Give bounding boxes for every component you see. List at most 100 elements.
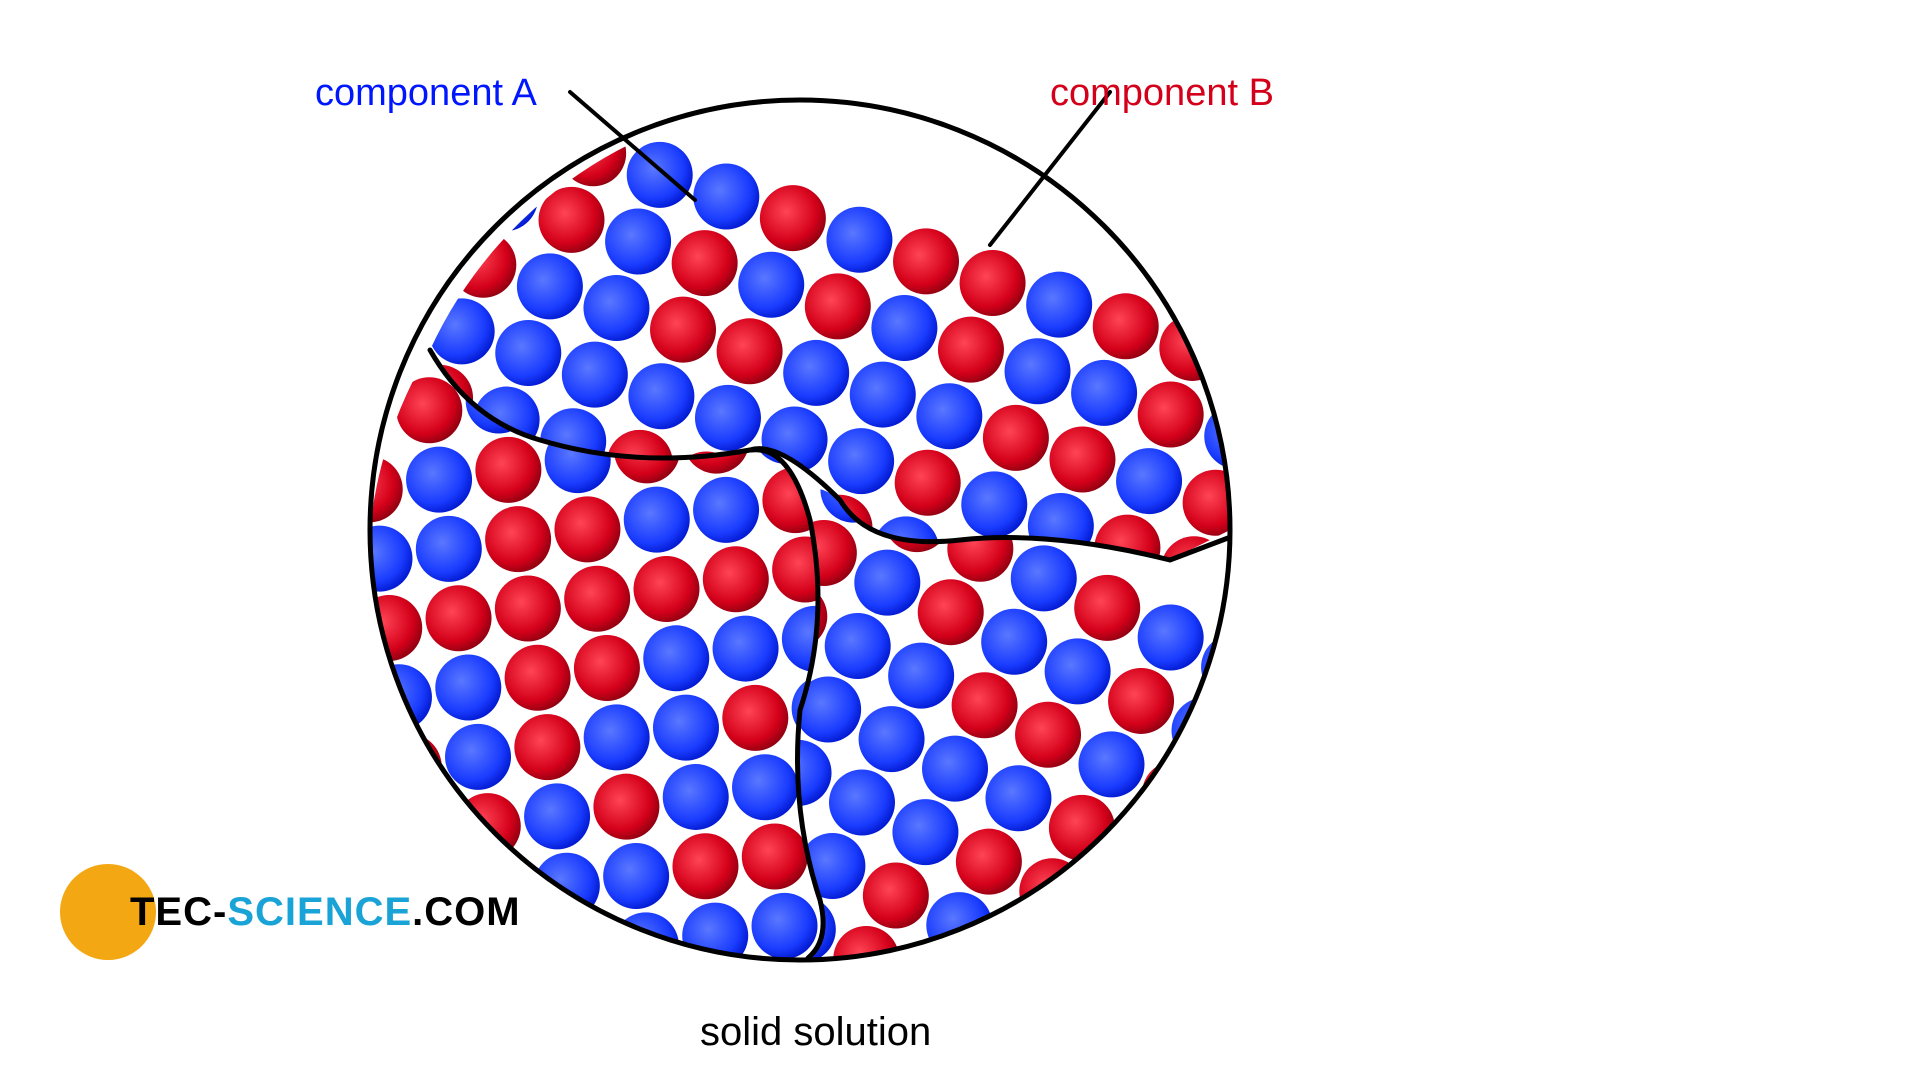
atom-a (628, 363, 694, 429)
atom-b (703, 546, 769, 612)
atom-b (805, 273, 871, 339)
atom-b (1150, 1074, 1216, 1080)
atom-a (1026, 272, 1092, 338)
atom-b (650, 297, 716, 363)
atom-a (892, 799, 958, 865)
atom-a (1226, 337, 1292, 403)
atom-b (475, 437, 541, 503)
atom-b (1024, 1015, 1090, 1080)
atom-a (299, 698, 365, 764)
atom-b (1269, 820, 1335, 886)
atom-b (1235, 727, 1301, 793)
atom-a (693, 164, 759, 230)
atom-a (623, 982, 689, 1048)
atom-a (524, 783, 590, 849)
atom-a (871, 295, 937, 361)
atom-b (952, 672, 1018, 738)
atom-a (828, 428, 894, 494)
atom-a (825, 613, 891, 679)
atom-b (321, 631, 387, 697)
atom-a (1087, 1044, 1153, 1080)
atom-a (1071, 360, 1137, 426)
atom-b (1303, 913, 1369, 979)
atom-a (603, 843, 669, 909)
logo-dash: - (213, 890, 227, 934)
atom-a (916, 383, 982, 449)
atom-a (643, 625, 709, 691)
atom-b (1205, 791, 1271, 857)
atom-b (1180, 1010, 1246, 1076)
atom-b (1108, 668, 1174, 734)
atom-b (461, 1061, 527, 1080)
atom-b (426, 585, 492, 651)
atom-a (385, 803, 451, 869)
atom-b (893, 228, 959, 294)
logo-part1: TEC (130, 890, 213, 934)
atom-b (485, 506, 551, 572)
atom-a (1098, 957, 1164, 1023)
atom-b (1239, 884, 1305, 950)
atom-b (900, 943, 966, 1009)
atom-b (990, 922, 1056, 988)
atom-a (826, 207, 892, 273)
atom-a (429, 298, 495, 364)
atom-a (1112, 824, 1178, 890)
atom-a (926, 892, 992, 958)
atom-a (969, 933, 1035, 999)
atom-a (384, 210, 450, 276)
atom-b (405, 144, 471, 210)
atom-b (514, 714, 580, 780)
atom-b (938, 317, 1004, 383)
atom-a (663, 764, 729, 830)
atom-a (922, 736, 988, 802)
atom-b (931, 1049, 997, 1080)
atom-b (1138, 382, 1204, 448)
atom-a (435, 655, 501, 721)
atom-a (738, 252, 804, 318)
atom-b (1292, 358, 1358, 424)
atom-a (850, 362, 916, 428)
label-component-b: component B (1050, 72, 1274, 115)
atom-b (760, 185, 826, 251)
atom-a (1201, 634, 1267, 700)
atom-b (276, 543, 342, 609)
atom-a (534, 853, 600, 919)
atom-b (1362, 786, 1428, 852)
atom-a (583, 275, 649, 341)
atom-a (1163, 758, 1229, 824)
atom-b (895, 450, 961, 516)
atom-b (484, 1001, 550, 1067)
atom-a (406, 447, 472, 513)
atom-a (682, 903, 748, 969)
atom-a (829, 770, 895, 836)
atom-a (752, 893, 818, 959)
atom-a (366, 664, 432, 730)
atom-b (1265, 664, 1331, 730)
atom-b (564, 566, 630, 632)
atom-a (1005, 338, 1071, 404)
atom-a (1210, 947, 1276, 1013)
atom-b (574, 635, 640, 701)
atom-b (1249, 491, 1315, 557)
atom-b (672, 230, 738, 296)
atom-a (1078, 731, 1144, 797)
atom-a (1045, 638, 1111, 704)
atom-b (1142, 761, 1208, 827)
atom-a (1298, 757, 1364, 823)
atom-a (1391, 723, 1457, 789)
atom-b (956, 829, 1022, 895)
atom-b (1049, 795, 1115, 861)
atom-b (774, 1053, 840, 1080)
atom-b (1049, 426, 1115, 492)
atom-a (854, 550, 920, 616)
atom-a (1273, 977, 1339, 1043)
atom-b (376, 734, 442, 800)
atom-b (1083, 888, 1149, 954)
atom-b (396, 377, 462, 443)
atom-b (554, 496, 620, 562)
atom-b (1161, 536, 1227, 602)
atom-a (693, 477, 759, 543)
atom-a (1011, 545, 1077, 611)
atom-b (232, 676, 298, 742)
atom-b (722, 685, 788, 751)
